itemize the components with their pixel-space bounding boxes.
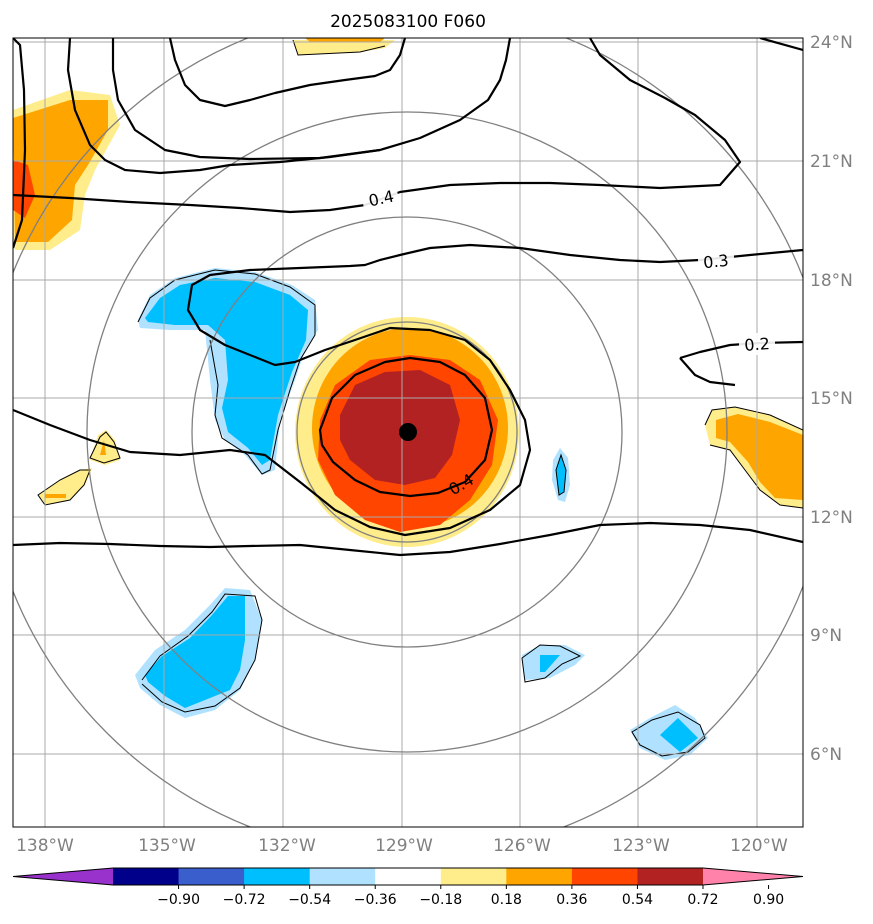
shaded-region-north: [292, 38, 395, 56]
colorbar-tick-label: 0.36: [556, 892, 587, 908]
colorbar-tick-label: −0.90: [157, 892, 200, 908]
colorbar-segment: [113, 868, 180, 885]
colorbar-tick-label: −0.18: [419, 892, 462, 908]
range-rings: [13, 38, 803, 827]
lon-label-138w: 138°W: [16, 836, 74, 856]
lat-label-12n: 12°N: [810, 508, 853, 528]
colorbar-tick-label: 0.18: [491, 892, 522, 908]
colorbar-segment: [375, 868, 442, 885]
colorbar-tick-label: 0.90: [753, 892, 784, 908]
lat-label-6n: 6°N: [810, 745, 842, 765]
lon-label-120w: 120°W: [730, 836, 788, 856]
colorbar-tick-label: −0.54: [288, 892, 331, 908]
colorbar-segment: [178, 868, 245, 885]
lon-label-135w: 135°W: [138, 836, 196, 856]
contour-label-0-4-north: 0.4: [367, 187, 396, 211]
colorbar-tick-label: −0.72: [223, 892, 266, 908]
contour-lines: [13, 38, 803, 557]
lon-label-123w: 123°W: [612, 836, 670, 856]
shaded-region-southeast-negative: [521, 644, 708, 760]
colorbar-segment: [309, 868, 376, 885]
colorbar-segment: [440, 868, 507, 885]
colorbar-tick-label: −0.36: [354, 892, 397, 908]
shaded-region-northwest: [13, 90, 120, 250]
graticule: [13, 38, 803, 827]
colorbar-segment: [571, 868, 638, 885]
lat-label-21n: 21°N: [810, 152, 853, 172]
latitude-labels: 24°N 21°N 18°N 15°N 12°N 9°N 6°N: [810, 33, 853, 765]
shaded-region-southwest-negative: [135, 588, 263, 718]
shaded-region-east-negative-small: [552, 448, 570, 502]
colorbar-segment: [637, 868, 704, 885]
shaded-region-west-negative: [137, 268, 318, 475]
lat-label-18n: 18°N: [810, 271, 853, 291]
colorbar-tick-label: 0.54: [622, 892, 653, 908]
map-frame: [12, 37, 804, 828]
colorbar-extend-high: [703, 868, 803, 885]
colorbar-extend-low: [13, 868, 113, 885]
colorbar-segment: [244, 868, 311, 885]
lat-label-9n: 9°N: [810, 626, 842, 646]
contour-label-0-2: 0.2: [744, 334, 771, 355]
lon-label-126w: 126°W: [493, 836, 551, 856]
lon-label-132w: 132°W: [258, 836, 316, 856]
storm-center-marker: [399, 423, 417, 441]
shaded-region-east-positive: [704, 406, 803, 509]
colorbar-segment: [506, 868, 573, 885]
colorbar: −0.90 −0.72 −0.54 −0.36 −0.18 0.18 0.36 0.54 0.7…: [12, 867, 804, 908]
longitude-labels: 138°W 135°W 132°W 129°W 126°W 123°W 120°…: [16, 836, 788, 856]
lat-label-24n: 24°N: [810, 33, 853, 53]
map-plot-area: 0.4 0.3 0.2 0.4: [13, 38, 803, 827]
colorbar-tick-label: 0.72: [687, 892, 718, 908]
lat-label-15n: 15°N: [810, 389, 853, 409]
contour-label-0-3: 0.3: [702, 251, 729, 273]
map-title: 2025083100 F060: [330, 12, 486, 32]
colorbar-outline: [12, 867, 804, 886]
lon-label-129w: 129°W: [375, 836, 433, 856]
